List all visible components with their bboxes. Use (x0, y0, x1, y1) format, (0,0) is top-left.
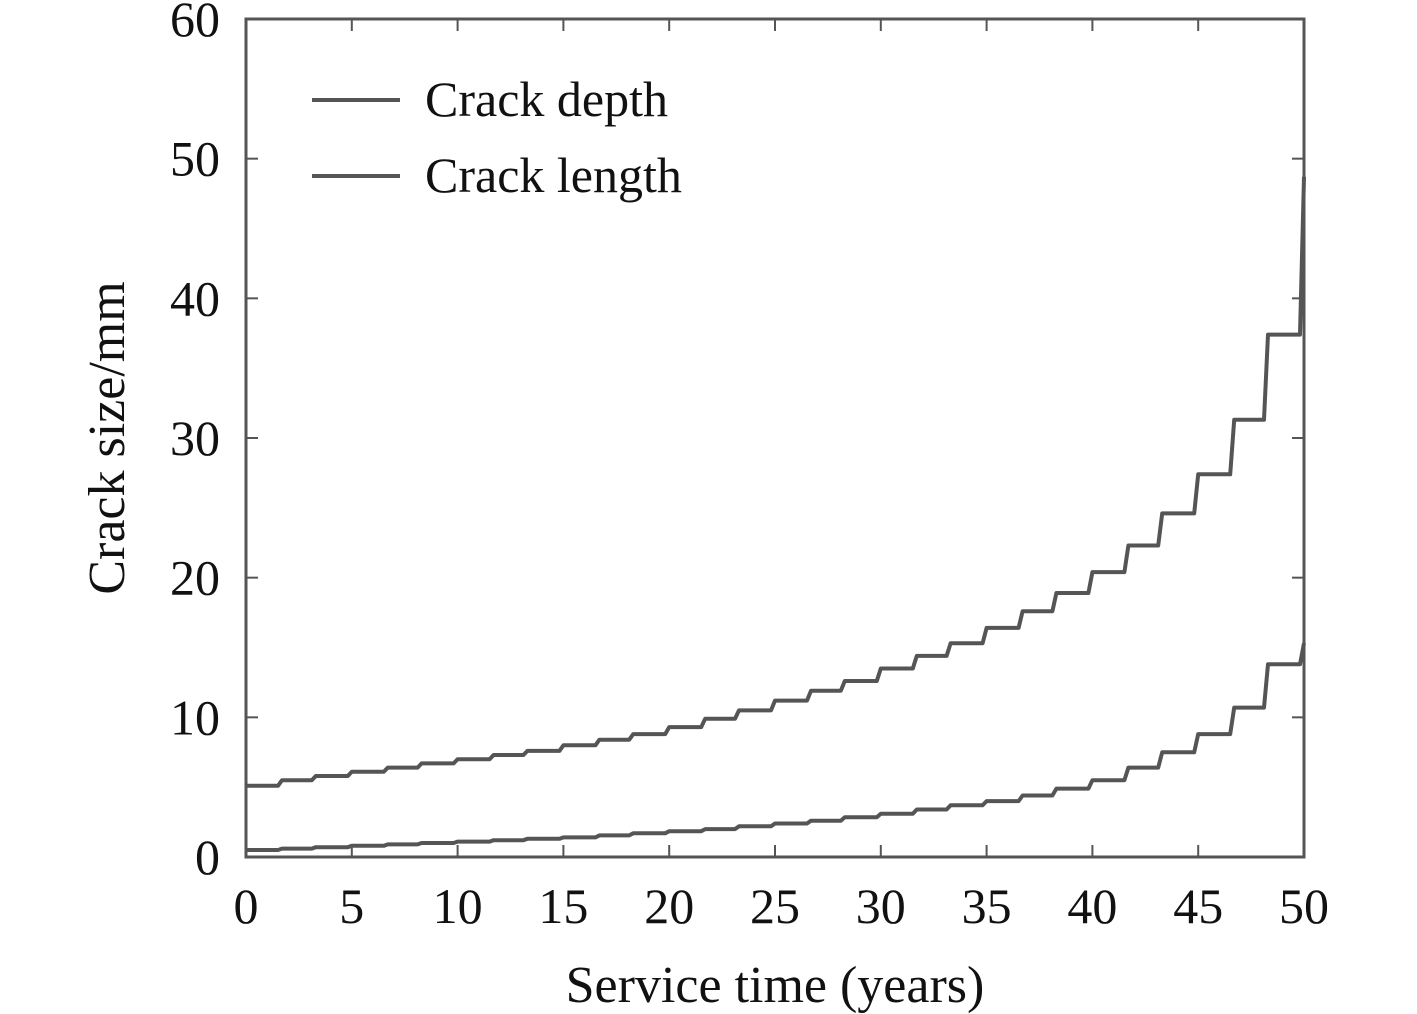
legend: Crack depth Crack length (312, 71, 682, 203)
x-tick-label: 10 (433, 878, 483, 934)
x-axis-title: Service time (years) (566, 957, 985, 1014)
x-axis: 0 5 10 15 20 25 30 35 40 45 50 (234, 19, 1329, 934)
plot-frame (244, 17, 1306, 859)
y-tick-label: 50 (170, 131, 220, 187)
x-tick-label: 45 (1173, 878, 1223, 934)
y-tick-label: 10 (170, 689, 220, 745)
legend-label-crack-depth: Crack depth (425, 71, 668, 127)
y-tick-label: 40 (170, 270, 220, 326)
y-axis-title: Crack size/mm (79, 281, 136, 594)
series-lines (246, 176, 1306, 852)
x-tick-label: 15 (538, 878, 588, 934)
x-tick-label: 40 (1067, 878, 1117, 934)
series-line-crack-length (246, 176, 1306, 788)
x-tick-label: 5 (339, 878, 364, 934)
x-tick-label: 25 (750, 878, 800, 934)
x-tick-label: 50 (1279, 878, 1329, 934)
y-tick-label: 0 (195, 829, 220, 885)
x-tick-label: 30 (856, 878, 906, 934)
y-tick-label: 30 (170, 410, 220, 466)
y-tick-label: 60 (170, 0, 220, 47)
y-axis: 0 10 20 30 40 50 60 (170, 0, 1304, 885)
y-tick-label: 20 (170, 550, 220, 606)
x-tick-label: 0 (234, 878, 259, 934)
x-tick-label: 35 (962, 878, 1012, 934)
legend-label-crack-length: Crack length (425, 147, 682, 203)
series-line-crack-depth (246, 642, 1306, 852)
x-tick-label: 20 (644, 878, 694, 934)
